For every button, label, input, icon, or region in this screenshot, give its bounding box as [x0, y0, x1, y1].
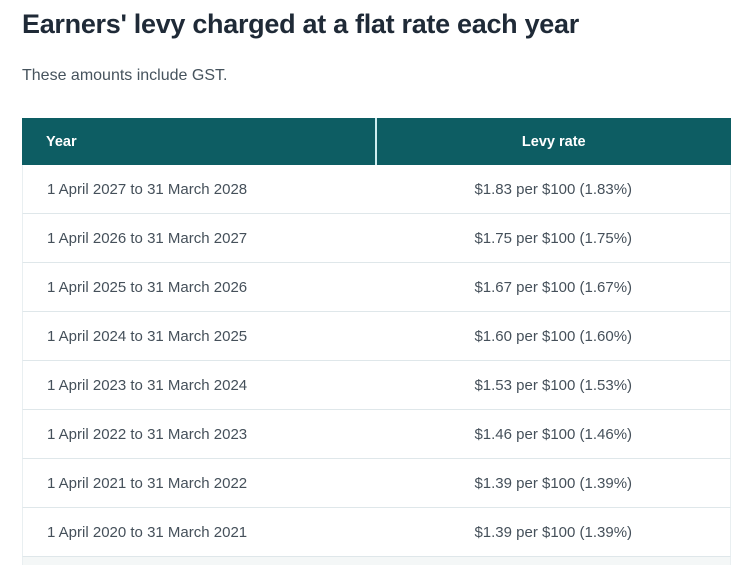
table-row: 1 April 2023 to 31 March 2024 $1.53 per …: [22, 361, 731, 411]
page-title: Earners' levy charged at a flat rate eac…: [22, 9, 579, 39]
table-header-row: Year Levy rate: [22, 118, 731, 166]
year-cell: 1 April 2023 to 31 March 2024: [22, 361, 377, 411]
column-header-levy-rate: Levy rate: [376, 118, 731, 166]
year-cell: 1 April 2026 to 31 March 2027: [22, 214, 377, 264]
cutoff-next-row: [22, 557, 731, 565]
year-cell: 1 April 2025 to 31 March 2026: [22, 263, 377, 313]
table-row: 1 April 2026 to 31 March 2027 $1.75 per …: [22, 214, 731, 264]
year-cell: 1 April 2022 to 31 March 2023: [22, 410, 377, 460]
rate-cell: $1.60 per $100 (1.60%): [376, 312, 731, 362]
table-row: 1 April 2021 to 31 March 2022 $1.39 per …: [22, 459, 731, 509]
year-cell: 1 April 2024 to 31 March 2025: [22, 312, 377, 362]
column-header-year: Year: [22, 118, 377, 166]
table-row: 1 April 2025 to 31 March 2026 $1.67 per …: [22, 263, 731, 313]
year-cell: 1 April 2027 to 31 March 2028: [22, 165, 377, 215]
table-body: 1 April 2027 to 31 March 2028 $1.83 per …: [22, 165, 731, 558]
rate-cell: $1.39 per $100 (1.39%): [376, 508, 731, 558]
table-header: Year Levy rate: [22, 118, 731, 166]
year-cell: 1 April 2021 to 31 March 2022: [22, 459, 377, 509]
page-subtitle: These amounts include GST.: [22, 67, 228, 85]
rate-cell: $1.83 per $100 (1.83%): [376, 165, 731, 215]
rate-cell: $1.53 per $100 (1.53%): [376, 361, 731, 411]
table-row: 1 April 2020 to 31 March 2021 $1.39 per …: [22, 508, 731, 558]
rate-cell: $1.39 per $100 (1.39%): [376, 459, 731, 509]
levy-rate-table: Year Levy rate 1 April 2027 to 31 March …: [22, 118, 731, 558]
table-row: 1 April 2027 to 31 March 2028 $1.83 per …: [22, 165, 731, 215]
table-row: 1 April 2022 to 31 March 2023 $1.46 per …: [22, 410, 731, 460]
rate-cell: $1.46 per $100 (1.46%): [376, 410, 731, 460]
year-cell: 1 April 2020 to 31 March 2021: [22, 508, 377, 558]
rate-cell: $1.75 per $100 (1.75%): [376, 214, 731, 264]
table-row: 1 April 2024 to 31 March 2025 $1.60 per …: [22, 312, 731, 362]
rate-cell: $1.67 per $100 (1.67%): [376, 263, 731, 313]
